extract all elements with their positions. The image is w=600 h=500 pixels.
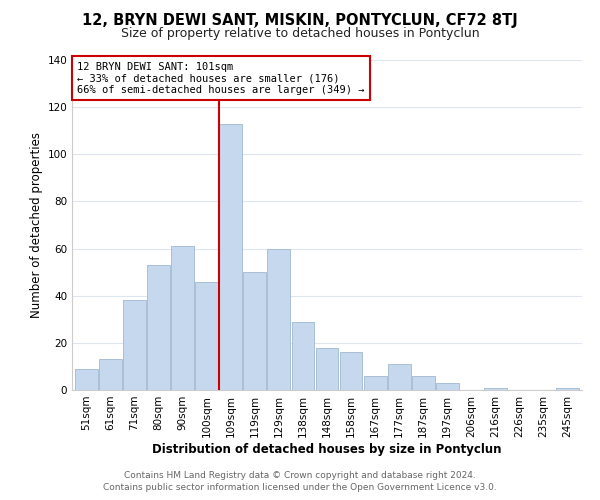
Bar [195,282,218,390]
Bar [340,352,362,390]
Bar [388,364,410,390]
Bar [484,388,507,390]
Text: Contains public sector information licensed under the Open Government Licence v3: Contains public sector information licen… [103,484,497,492]
Bar [99,360,122,390]
Text: Contains HM Land Registry data © Crown copyright and database right 2024.: Contains HM Land Registry data © Crown c… [124,471,476,480]
Bar [364,376,386,390]
Bar [316,348,338,390]
Bar [412,376,434,390]
X-axis label: Distribution of detached houses by size in Pontyclun: Distribution of detached houses by size … [152,442,502,456]
Bar [268,248,290,390]
Text: 12, BRYN DEWI SANT, MISKIN, PONTYCLUN, CF72 8TJ: 12, BRYN DEWI SANT, MISKIN, PONTYCLUN, C… [82,12,518,28]
Text: 12 BRYN DEWI SANT: 101sqm
← 33% of detached houses are smaller (176)
66% of semi: 12 BRYN DEWI SANT: 101sqm ← 33% of detac… [77,62,365,95]
Bar [123,300,146,390]
Y-axis label: Number of detached properties: Number of detached properties [30,132,43,318]
Bar [171,246,194,390]
Bar [75,369,98,390]
Bar [220,124,242,390]
Text: Size of property relative to detached houses in Pontyclun: Size of property relative to detached ho… [121,28,479,40]
Bar [436,383,459,390]
Bar [556,388,579,390]
Bar [244,272,266,390]
Bar [147,265,170,390]
Bar [292,322,314,390]
